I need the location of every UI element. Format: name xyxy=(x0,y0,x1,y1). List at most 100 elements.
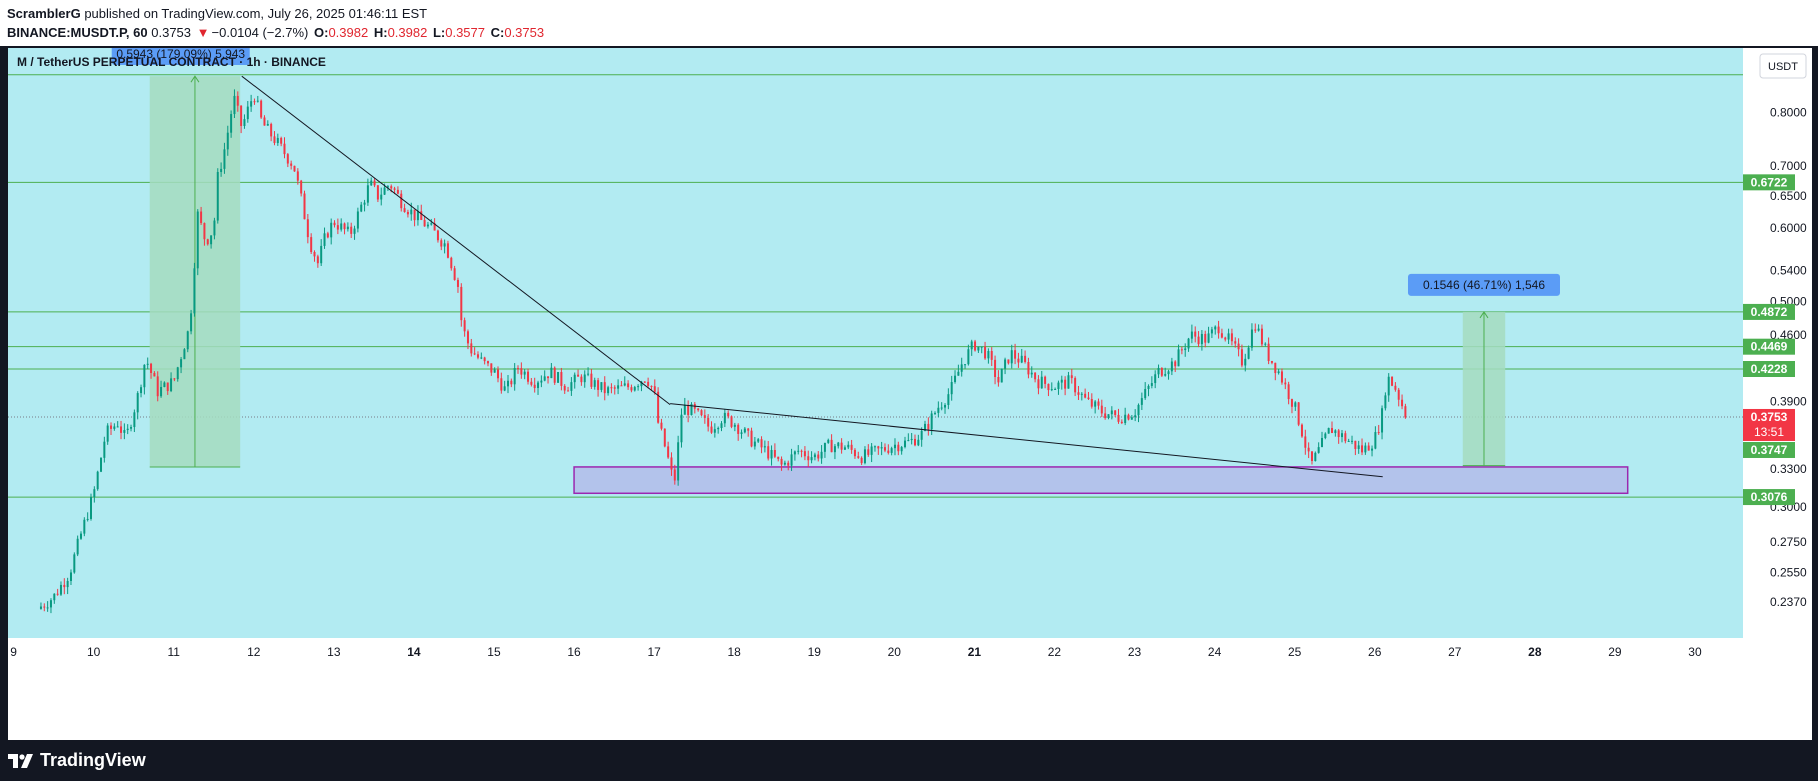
candle-body[interactable] xyxy=(56,593,59,595)
candle-body[interactable] xyxy=(1224,337,1227,340)
candle-body[interactable] xyxy=(1277,371,1280,374)
candle-body[interactable] xyxy=(1097,401,1100,406)
candle-body[interactable] xyxy=(476,354,479,358)
candle-body[interactable] xyxy=(1050,389,1053,391)
candle-body[interactable] xyxy=(463,320,466,332)
candle-body[interactable] xyxy=(964,364,967,366)
candle-body[interactable] xyxy=(1060,379,1063,383)
candle-body[interactable] xyxy=(396,189,399,194)
candle-body[interactable] xyxy=(220,168,223,173)
candle-body[interactable] xyxy=(1074,378,1077,393)
candle-body[interactable] xyxy=(496,369,499,379)
candle-body[interactable] xyxy=(1391,376,1394,386)
candle-body[interactable] xyxy=(783,462,786,465)
candle-body[interactable] xyxy=(1401,399,1404,407)
candle-body[interactable] xyxy=(143,364,146,388)
candle-body[interactable] xyxy=(1167,371,1170,375)
candle-body[interactable] xyxy=(593,380,596,387)
candle-body[interactable] xyxy=(790,454,793,466)
candle-body[interactable] xyxy=(1347,440,1350,442)
candle-body[interactable] xyxy=(870,446,873,455)
candle-body[interactable] xyxy=(743,428,746,433)
candle-body[interactable] xyxy=(1014,350,1017,359)
candle-body[interactable] xyxy=(43,606,46,608)
candle-body[interactable] xyxy=(1114,410,1117,415)
candle-body[interactable] xyxy=(316,256,319,264)
candle-body[interactable] xyxy=(1180,349,1183,351)
candle-body[interactable] xyxy=(917,439,920,446)
candle-body[interactable] xyxy=(490,363,493,373)
candle-body[interactable] xyxy=(433,223,436,231)
candle-body[interactable] xyxy=(603,382,606,394)
price-chart[interactable]: 0.5943 (179.09%) 5,943 0.1546 (46.71%) 1,… xyxy=(8,48,1812,740)
candle-body[interactable] xyxy=(326,233,329,238)
candle-body[interactable] xyxy=(710,426,713,433)
candle-body[interactable] xyxy=(1280,371,1283,383)
candle-body[interactable] xyxy=(1204,333,1207,343)
candle-body[interactable] xyxy=(473,353,476,355)
candle-body[interactable] xyxy=(890,448,893,453)
candle-body[interactable] xyxy=(523,371,526,375)
candle-body[interactable] xyxy=(503,386,506,391)
candle-body[interactable] xyxy=(1337,430,1340,438)
candle-body[interactable] xyxy=(270,123,273,137)
candle-body[interactable] xyxy=(166,382,169,392)
plot-background[interactable] xyxy=(8,48,1743,740)
candle-body[interactable] xyxy=(423,219,426,227)
candle-body[interactable] xyxy=(1194,331,1197,337)
candle-body[interactable] xyxy=(1100,405,1103,414)
candle-body[interactable] xyxy=(290,163,293,166)
candle-body[interactable] xyxy=(803,451,806,457)
candle-body[interactable] xyxy=(597,380,600,390)
candle-body[interactable] xyxy=(967,349,970,365)
candle-body[interactable] xyxy=(510,380,513,385)
candle-body[interactable] xyxy=(243,119,246,126)
candle-body[interactable] xyxy=(1164,374,1167,376)
candle-body[interactable] xyxy=(653,386,656,392)
candle-body[interactable] xyxy=(1310,451,1313,462)
candle-body[interactable] xyxy=(1267,343,1270,361)
candle-body[interactable] xyxy=(306,219,309,238)
candle-body[interactable] xyxy=(1361,445,1364,453)
candle-body[interactable] xyxy=(1257,328,1260,331)
candle-body[interactable] xyxy=(1140,398,1143,405)
candle-body[interactable] xyxy=(543,376,546,381)
candle-body[interactable] xyxy=(780,458,783,465)
candle-body[interactable] xyxy=(513,368,516,385)
candle-body[interactable] xyxy=(527,371,530,382)
candle-body[interactable] xyxy=(1404,406,1407,418)
candle-body[interactable] xyxy=(893,444,896,449)
candle-body[interactable] xyxy=(183,349,186,360)
candle-body[interactable] xyxy=(366,185,369,203)
candle-body[interactable] xyxy=(830,439,833,453)
candle-body[interactable] xyxy=(226,132,229,150)
candle-body[interactable] xyxy=(1290,399,1293,407)
candle-body[interactable] xyxy=(483,357,486,362)
candle-body[interactable] xyxy=(246,106,249,120)
time-axis[interactable] xyxy=(8,638,1743,740)
tradingview-logo[interactable]: TradingView xyxy=(8,750,146,771)
candle-body[interactable] xyxy=(393,188,396,190)
candle-body[interactable] xyxy=(356,211,359,229)
candle-body[interactable] xyxy=(1304,436,1307,448)
candle-body[interactable] xyxy=(643,381,646,383)
candle-body[interactable] xyxy=(1210,329,1213,334)
candle-body[interactable] xyxy=(1214,326,1217,330)
candle-body[interactable] xyxy=(170,378,173,392)
candle-body[interactable] xyxy=(400,193,403,209)
candle-body[interactable] xyxy=(557,372,560,383)
candle-body[interactable] xyxy=(977,346,980,351)
candle-body[interactable] xyxy=(877,446,880,449)
candle-body[interactable] xyxy=(253,101,256,103)
candle-body[interactable] xyxy=(420,211,423,220)
candle-body[interactable] xyxy=(713,429,716,433)
candle-body[interactable] xyxy=(256,100,259,102)
candle-body[interactable] xyxy=(1034,372,1037,380)
candle-body[interactable] xyxy=(910,438,913,441)
candle-body[interactable] xyxy=(900,447,903,452)
candle-body[interactable] xyxy=(770,450,773,459)
candle-body[interactable] xyxy=(793,451,796,455)
candle-body[interactable] xyxy=(86,518,89,520)
candle-body[interactable] xyxy=(627,383,630,388)
candle-body[interactable] xyxy=(607,387,610,394)
